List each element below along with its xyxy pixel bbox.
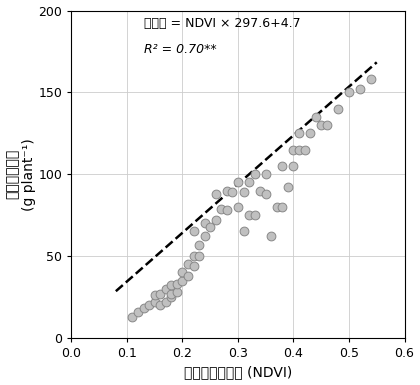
Point [196,253,202,259]
Point [168,291,175,297]
Point [168,283,175,289]
Text: R² = 0.70**: R² = 0.70** [144,43,216,56]
Point [157,302,164,308]
Point [257,187,263,194]
Point [196,241,202,248]
Point [218,206,225,212]
Point [251,212,258,218]
Point [190,253,197,259]
Point [223,187,230,194]
Point [240,228,247,234]
Point [235,204,242,210]
Point [168,294,175,300]
Point [296,130,302,136]
Point [223,207,230,213]
Point [251,171,258,177]
Point [273,204,280,210]
Point [296,147,302,153]
Point [163,299,169,305]
Point [335,105,341,112]
Point [190,228,197,234]
Point [290,147,297,153]
Point [173,281,180,287]
Point [240,189,247,195]
Point [173,289,180,295]
Point [201,220,208,226]
Point [318,122,325,128]
Point [229,189,236,195]
Point [290,163,297,169]
Point [163,286,169,292]
Point [307,130,313,136]
Point [151,292,158,298]
Point [357,86,363,92]
Point [301,147,308,153]
Point [285,184,291,190]
Point [213,217,219,223]
Text: 乾物重 = NDVI × 297.6+4.7: 乾物重 = NDVI × 297.6+4.7 [144,17,300,30]
Point [179,270,186,276]
Point [346,89,352,95]
Point [151,299,158,305]
Point [140,305,147,311]
Point [129,313,136,320]
Point [135,309,142,315]
X-axis label: 正規化植生指数 (NDVI): 正規化植生指数 (NDVI) [184,365,292,380]
Point [279,163,286,169]
Point [235,179,242,186]
Point [312,114,319,120]
Point [207,224,214,230]
Point [185,261,192,267]
Point [279,204,286,210]
Point [246,179,252,186]
Point [201,233,208,239]
Point [190,263,197,269]
Point [246,212,252,218]
Point [368,76,375,82]
Point [146,302,152,308]
Point [185,273,192,279]
Point [157,291,164,297]
Point [213,191,219,197]
Point [268,233,275,239]
Point [262,171,269,177]
Y-axis label: 地上部乾物重
(g plant⁻¹): 地上部乾物重 (g plant⁻¹) [5,138,36,211]
Point [323,122,330,128]
Point [179,278,186,284]
Point [262,191,269,197]
